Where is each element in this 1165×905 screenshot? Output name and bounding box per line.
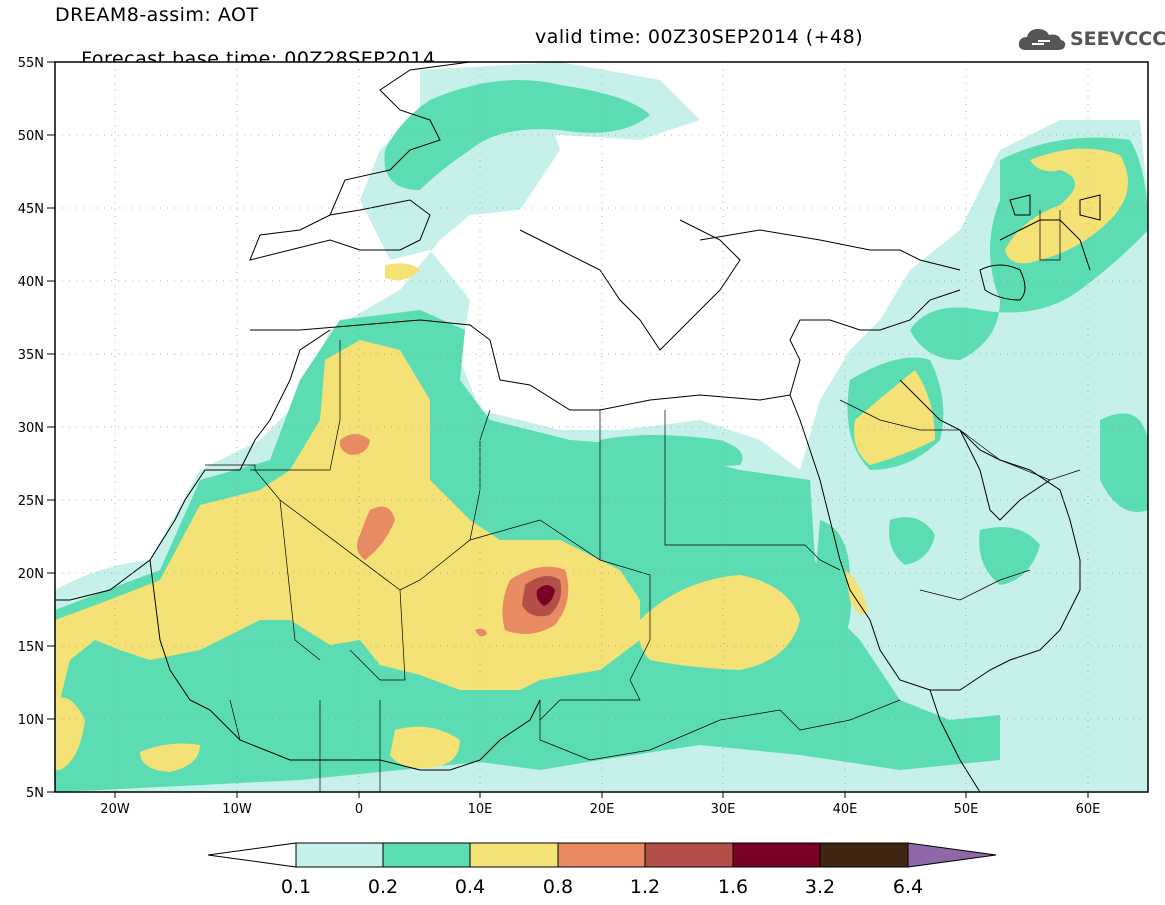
- colorbar-swatch: [382, 842, 471, 868]
- colorbar-high-arrow: [907, 842, 997, 868]
- colorbar-swatch: [819, 842, 909, 868]
- lat-tick-label: 15N: [18, 640, 44, 655]
- colorbar-label: 1.2: [630, 876, 660, 898]
- borders: [205, 210, 1081, 792]
- product-title: DREAM8-assim: AOT: [55, 4, 259, 26]
- colorbar-swatch: [732, 842, 821, 868]
- lon-ticks: [114, 792, 1089, 798]
- colorbar-label: 0.1: [281, 876, 311, 898]
- lon-tick-label: 20W: [100, 802, 130, 817]
- graticule: [55, 62, 1148, 792]
- lat-tick-label: 50N: [18, 129, 44, 144]
- lon-tick-label: 50E: [954, 802, 979, 817]
- lon-tick-label: 10W: [222, 802, 252, 817]
- colorbar-swatch: [469, 842, 559, 868]
- lat-tick-label: 55N: [18, 56, 44, 71]
- lon-tick-label: 20E: [590, 802, 615, 817]
- lon-tick-label: 0: [355, 802, 363, 817]
- colorbar-low-arrow: [207, 842, 297, 868]
- valid-time: valid time: 00Z30SEP2014 (+48): [535, 26, 864, 48]
- colorbar-label: 3.2: [805, 876, 835, 898]
- cloud-icon: [1018, 29, 1066, 50]
- lat-tick-label: 40N: [18, 275, 44, 290]
- lat-tick-label: 25N: [18, 494, 44, 509]
- lat-tick-label: 10N: [18, 713, 44, 728]
- lat-tick-label: 35N: [18, 348, 44, 363]
- colorbar-label: 1.6: [718, 876, 748, 898]
- lon-tick-label: 10E: [468, 802, 493, 817]
- colorbar-label: 0.8: [543, 876, 573, 898]
- colorbar-swatch: [644, 842, 734, 868]
- lat-tick-label: 30N: [18, 421, 44, 436]
- lat-axis: 55N 50N 45N 40N 35N 30N 25N 20N 15N 10N …: [18, 56, 44, 801]
- colorbar-label: 0.2: [368, 876, 398, 898]
- lat-ticks: [47, 61, 55, 793]
- colorbar: [207, 842, 997, 868]
- lon-tick-label: 60E: [1076, 802, 1101, 817]
- aot-band-0-4: [55, 148, 1128, 772]
- aot-band-1-6: [536, 585, 555, 606]
- coastlines: [55, 62, 1101, 792]
- lon-tick-label: 40E: [833, 802, 858, 817]
- colorbar-swatch: [295, 842, 384, 868]
- lat-tick-label: 45N: [18, 202, 44, 217]
- colorbar-swatch: [557, 842, 646, 868]
- colorbar-labels: 0.1 0.2 0.4 0.8 1.2 1.6 3.2 6.4: [281, 876, 923, 898]
- logo-text: SEEVCCC: [1070, 28, 1165, 50]
- colorbar-label: 6.4: [893, 876, 923, 898]
- seevccc-logo: SEEVCCC: [1018, 24, 1165, 54]
- lon-axis: 20W 10W 0 10E 20E 30E 40E 50E 60E: [100, 802, 1100, 817]
- aot-shading: [55, 62, 1148, 792]
- lat-tick-label: 20N: [18, 567, 44, 582]
- colorbar-label: 0.4: [455, 876, 485, 898]
- lon-tick-label: 30E: [711, 802, 736, 817]
- lat-tick-label: 5N: [26, 786, 44, 801]
